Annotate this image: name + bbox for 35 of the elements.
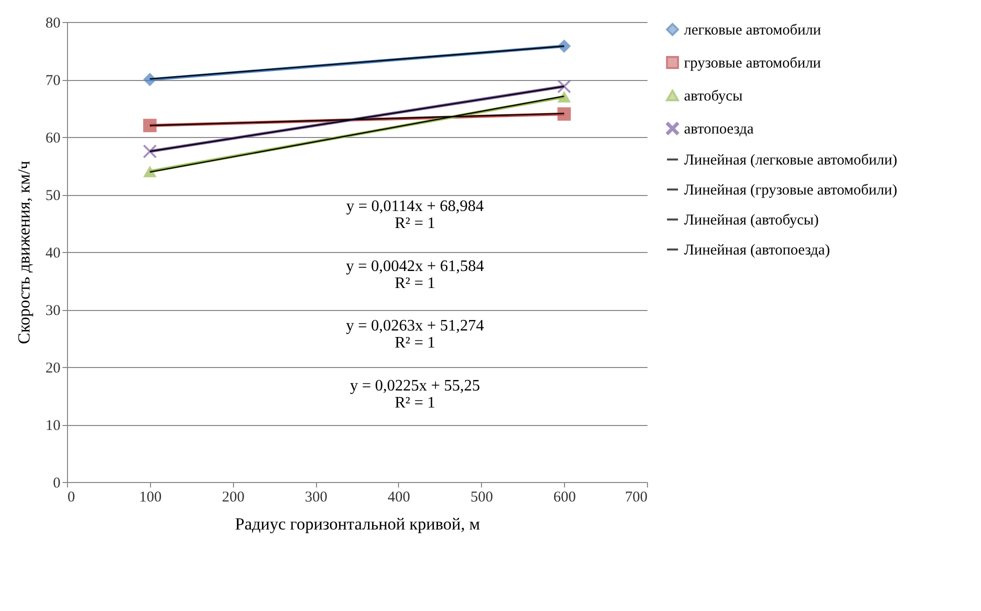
y-tick-label: 70: [46, 73, 60, 89]
x-tick-label: 100: [139, 490, 162, 506]
legend-label: автобусы: [684, 88, 743, 104]
annotation: y = 0,0114x + 68,984: [346, 198, 484, 215]
legend-label: автопоезда: [684, 122, 754, 138]
x-tick-label: 400: [388, 490, 410, 506]
annotation: R² = 1: [394, 215, 436, 232]
x-tick-label: 300: [304, 490, 328, 506]
annotation: R² = 1: [394, 394, 436, 412]
x-tick-label: 700: [625, 490, 648, 506]
y-tick-label: 10: [46, 418, 60, 434]
legend-label: Линейная (грузовые автомобили): [684, 182, 898, 198]
y-tick-label: 30: [46, 303, 60, 319]
x-axis-title: Радиус горизонтальной кривой, м: [234, 514, 480, 534]
y-tick-label: 20: [46, 360, 60, 376]
y-tick-label: 40: [46, 246, 60, 262]
legend-label: Линейная (автопоезда): [684, 242, 830, 258]
y-tick-label: 50: [46, 188, 60, 204]
legend-label: легковые автомобили: [684, 22, 821, 38]
x-tick-label: 0: [68, 490, 75, 506]
annotation: R² = 1: [394, 334, 436, 352]
x-tick-label: 500: [470, 490, 494, 506]
x-tick-label: 600: [553, 490, 576, 506]
annotation: y = 0,0042x + 61,584: [346, 258, 484, 275]
legend-label: Линейная (легковые автомобили): [684, 152, 898, 168]
y-tick-label: 80: [46, 16, 60, 32]
legend-label: Линейная (автобусы): [684, 212, 819, 228]
y-tick-label: 60: [46, 130, 60, 146]
x-tick-label: 200: [222, 490, 244, 506]
annotation: y = 0,0263x + 51,274: [346, 318, 484, 335]
legend-label: грузовые автомобили: [684, 56, 821, 72]
y-axis-title: Скорость движения, км/ч: [14, 160, 34, 344]
y-tick-label: 0: [53, 476, 60, 492]
annotation: R² = 1: [394, 274, 436, 292]
annotation: y = 0,0225x + 55,25: [350, 377, 480, 394]
